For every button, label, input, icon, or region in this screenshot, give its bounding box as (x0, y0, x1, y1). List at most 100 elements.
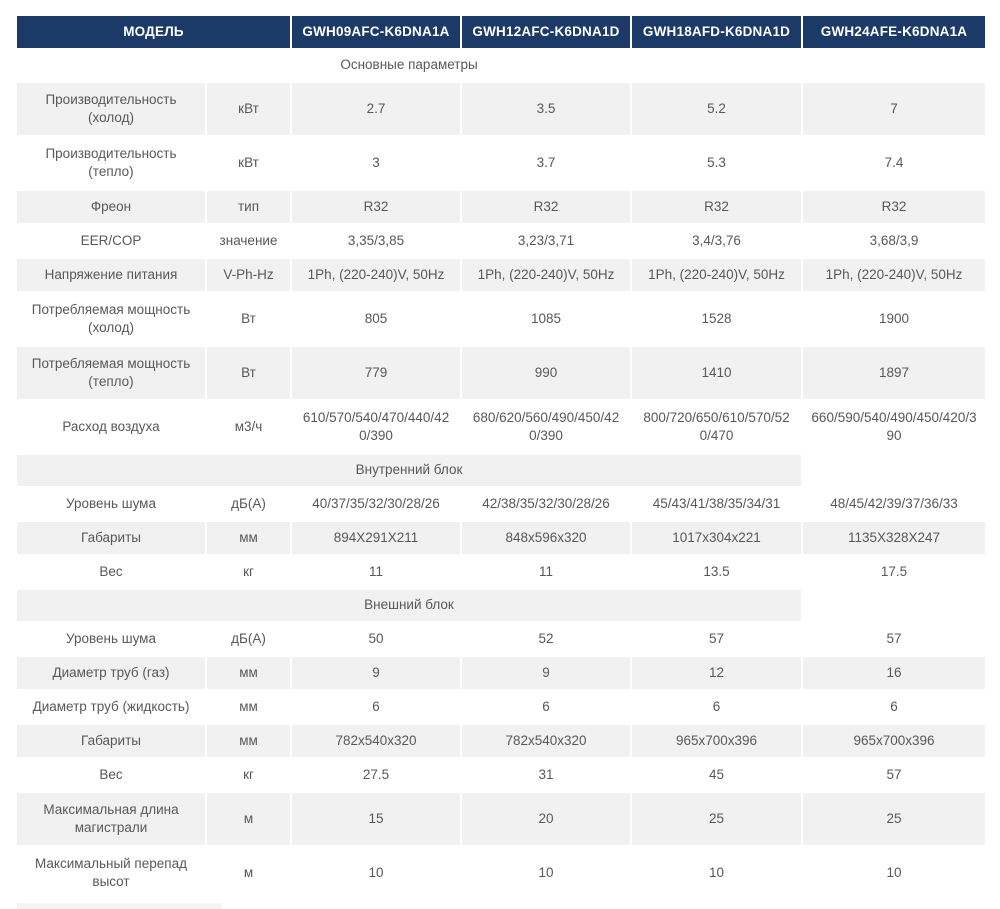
row-label: Вес (15, 757, 207, 793)
header-model-3: GWH18AFD-K6DNA1D (630, 14, 804, 50)
table-row: Максимальный перепад высот м 10 10 10 10 (15, 845, 988, 901)
row-value: 6 (290, 689, 463, 725)
section-empty-cell (801, 588, 988, 623)
row-unit: м (204, 791, 293, 847)
row-value: 990 (460, 345, 633, 401)
row-value: 48/45/42/39/37/36/33 (801, 486, 988, 522)
row-value: 40/37/35/32/30/28/26 (290, 486, 463, 522)
section-row-basic: Основные параметры (14, 48, 988, 83)
row-value: 782x540x320 (460, 723, 633, 759)
row-unit: V-Ph-Hz (204, 257, 293, 293)
row-label: Напряжение питания (15, 257, 207, 293)
table-row: Производительность (тепло) кВт 3 3.7 5.3… (15, 135, 988, 191)
section-row-indoor: Внутренний блок (14, 453, 988, 488)
row-value: 610/570/540/470/440/420/390 (290, 399, 463, 455)
row-value: 10 (290, 845, 463, 901)
row-value: 11 (460, 554, 633, 590)
row-value: 1085 (460, 291, 633, 347)
row-value: 1Ph, (220-240)V, 50Hz (801, 257, 988, 293)
table-row: Габариты мм 782x540x320 782x540x320 965x… (15, 723, 988, 759)
row-value: 800/720/650/610/570/520/470 (630, 399, 804, 455)
row-value: 9 (460, 655, 633, 691)
row-value: 45/43/41/38/35/34/31 (630, 486, 804, 522)
table-row: Расход воздуха м3/ч 610/570/540/470/440/… (15, 399, 988, 455)
row-value: 42/38/35/32/30/28/26 (460, 486, 633, 522)
row-value: 848x596x320 (460, 520, 633, 556)
row-unit: мм (204, 723, 293, 759)
table-row: Потребляемая мощность (тепло) Вт 779 990… (15, 345, 988, 401)
section-title: Основные параметры (14, 48, 804, 83)
row-unit: Вт (204, 291, 293, 347)
table-row: Диаметр труб (жидкость) мм 6 6 6 6 (15, 689, 988, 725)
row-unit: дБ(А) (204, 621, 293, 657)
section-empty-cell (801, 48, 988, 83)
row-value: 17.5 (801, 554, 988, 590)
row-unit: Вт (204, 345, 293, 401)
row-label: Уровень шума (15, 486, 207, 522)
section-empty-cell (801, 453, 988, 488)
row-label: Диаметр труб (газ) (15, 655, 207, 691)
row-label: Максимальный перепад высот (15, 845, 207, 901)
row-label: Потребляемая мощность (тепло) (15, 345, 207, 401)
row-value: 13.5 (630, 554, 804, 590)
row-value: 57 (801, 621, 988, 657)
row-label: EER/COP (15, 223, 207, 259)
row-value: 11 (290, 554, 463, 590)
row-unit: кг (204, 757, 293, 793)
header-model-2: GWH12AFC-K6DNA1D (460, 14, 633, 50)
row-label: Потребляемая мощность (холод) (15, 291, 207, 347)
table-row: Напряжение питания V-Ph-Hz 1Ph, (220-240… (15, 257, 988, 293)
row-unit: мм (204, 655, 293, 691)
row-value: 779 (290, 345, 463, 401)
row-value: 57 (801, 757, 988, 793)
row-label: Диаметр труб (жидкость) (15, 689, 207, 725)
table-row: Максимальная длина магистрали м 15 20 25… (15, 791, 988, 847)
row-value: R32 (801, 189, 988, 225)
table-row: EER/COP значение 3,35/3,85 3,23/3,71 3,4… (15, 223, 988, 259)
header-model-4: GWH24AFE-K6DNA1A (801, 14, 988, 50)
row-value: 15 (290, 791, 463, 847)
row-value: 3.7 (460, 135, 633, 191)
header-model-label: МОДЕЛЬ (14, 14, 293, 50)
row-value: 16 (801, 655, 988, 691)
row-unit: м3/ч (204, 399, 293, 455)
row-value: R32 (460, 189, 633, 225)
row-value: 5.3 (630, 135, 804, 191)
row-value: 10 (630, 845, 804, 901)
table-row: Уровень шума дБ(А) 40/37/35/32/30/28/26 … (15, 486, 988, 522)
row-unit: кВт (204, 81, 293, 137)
table-row: Вес кг 11 11 13.5 17.5 (15, 554, 988, 590)
row-unit: м (204, 845, 293, 901)
table-row: Вес кг 27.5 31 45 57 (15, 757, 988, 793)
row-unit: кг (204, 554, 293, 590)
row-label: Вес (15, 554, 207, 590)
row-value: 1900 (801, 291, 988, 347)
row-value: 6 (460, 689, 633, 725)
row-value: 10 (460, 845, 633, 901)
row-value: 31 (460, 757, 633, 793)
row-unit: мм (204, 520, 293, 556)
row-value: 965x700x396 (630, 723, 804, 759)
row-value: 1Ph, (220-240)V, 50Hz (630, 257, 804, 293)
row-label: Габариты (15, 520, 207, 556)
row-value: 660/590/540/490/450/420/390 (801, 399, 988, 455)
row-value: 1017x304x221 (630, 520, 804, 556)
section-row-outdoor: Внешний блок (14, 588, 988, 623)
spec-table: МОДЕЛЬ GWH09AFC-K6DNA1A GWH12AFC-K6DNA1D… (14, 14, 988, 901)
row-label: Уровень шума (15, 621, 207, 657)
row-value: 27.5 (290, 757, 463, 793)
cutoff-next-row (17, 903, 222, 909)
section-title: Внешний блок (14, 588, 804, 623)
row-value: 7.4 (801, 135, 988, 191)
row-value: 1410 (630, 345, 804, 401)
row-value: 805 (290, 291, 463, 347)
row-value: 52 (460, 621, 633, 657)
row-value: 3 (290, 135, 463, 191)
table-row: Габариты мм 894X291X211 848x596x320 1017… (15, 520, 988, 556)
row-unit: кВт (204, 135, 293, 191)
row-value: 2.7 (290, 81, 463, 137)
row-value: 6 (630, 689, 804, 725)
row-value: 45 (630, 757, 804, 793)
row-value: 1135X328X247 (801, 520, 988, 556)
